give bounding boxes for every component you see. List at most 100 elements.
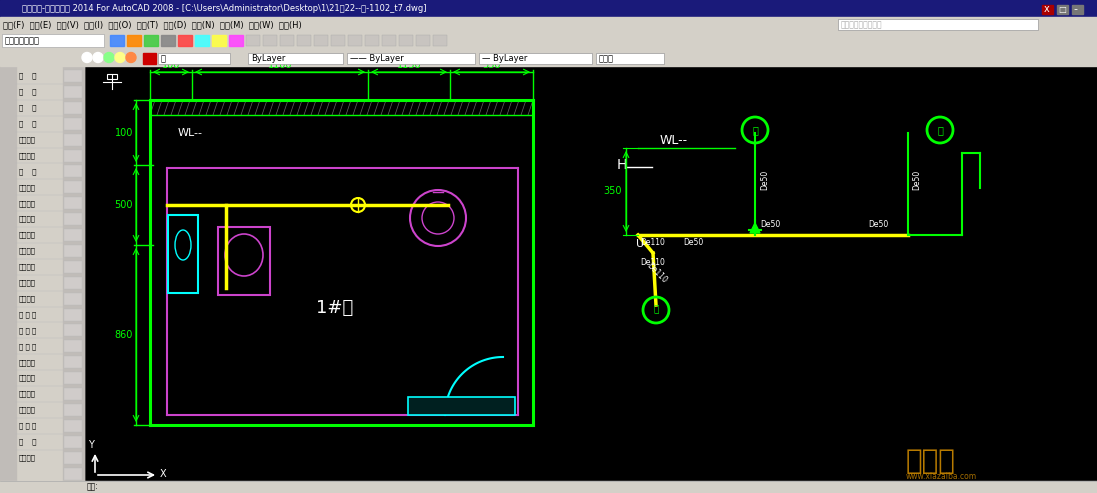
Bar [263, 35, 278, 46]
Bar [64, 404, 82, 416]
Text: De50: De50 [912, 170, 921, 190]
Text: De110: De110 [645, 261, 669, 285]
Text: 附件翻转: 附件翻转 [19, 407, 36, 413]
Bar [63, 66, 84, 493]
Bar [144, 35, 158, 46]
Text: 系统缩放: 系统缩放 [19, 359, 36, 365]
Bar [143, 53, 156, 64]
Bar [64, 197, 82, 209]
Bar [218, 227, 270, 295]
Text: 踊: 踊 [654, 306, 658, 315]
Bar [1058, 5, 1068, 14]
Bar [1042, 5, 1053, 14]
Text: De50: De50 [683, 238, 703, 247]
Text: 排水原理: 排水原理 [19, 232, 36, 238]
Bar [212, 35, 226, 46]
Bar [248, 53, 343, 64]
Circle shape [82, 52, 92, 63]
Bar [280, 35, 294, 46]
Text: 专业标注: 专业标注 [19, 454, 36, 461]
Bar [168, 215, 197, 293]
Bar [365, 35, 378, 46]
Text: 1150: 1150 [397, 60, 421, 70]
Bar [0, 49, 1097, 66]
Bar [64, 229, 82, 241]
Bar [178, 35, 192, 46]
Text: 喷洒系统: 喷洒系统 [19, 200, 36, 207]
Text: 平面消防: 平面消防 [19, 136, 36, 143]
Text: 350: 350 [603, 186, 622, 197]
Bar [64, 134, 82, 145]
Bar [64, 70, 82, 82]
Bar [108, 74, 117, 79]
Bar [416, 35, 430, 46]
Text: 计    算: 计 算 [19, 438, 36, 445]
Text: 1100: 1100 [268, 60, 292, 70]
Text: 100: 100 [114, 128, 133, 138]
Bar [596, 53, 664, 64]
Text: De50: De50 [760, 170, 769, 190]
Bar [382, 35, 396, 46]
Text: 天正软件-给排水系统 2014 For AutoCAD 2008 - [C:\Users\Administrator\Desktop\1\21、22--水-11: 天正软件-给排水系统 2014 For AutoCAD 2008 - [C:\U… [22, 4, 427, 13]
Bar [1072, 5, 1083, 14]
Bar [64, 372, 82, 384]
Bar [0, 481, 1097, 493]
Bar [195, 35, 210, 46]
Text: 860: 860 [114, 330, 133, 340]
Bar [64, 181, 82, 193]
Bar [64, 102, 82, 114]
Text: De50: De50 [868, 220, 889, 229]
Text: 平    面: 平 面 [19, 120, 36, 127]
Text: 水: 水 [161, 54, 166, 63]
Bar [64, 436, 82, 448]
Text: — ByLayer: — ByLayer [482, 54, 528, 63]
Bar [110, 35, 124, 46]
Text: www.xiazaiba.com: www.xiazaiba.com [906, 472, 977, 481]
Bar [161, 35, 176, 46]
Circle shape [104, 52, 114, 63]
Circle shape [115, 52, 125, 63]
Text: -: - [1073, 4, 1077, 14]
Text: 文件(F)  编辑(E)  视图(V)  插入(I)  格式(O)  工具(T)  绘图(D)  标注(N)  修改(M)  窗口(W)  帮助(H): 文件(F) 编辑(E) 视图(V) 插入(I) 格式(O) 工具(T) 绘图(D… [3, 20, 302, 29]
Bar [64, 245, 82, 257]
Text: H: H [617, 158, 627, 172]
Text: De110: De110 [640, 258, 665, 267]
Bar [408, 397, 514, 415]
Text: 命令:: 命令: [87, 483, 99, 492]
Text: x: x [1044, 4, 1050, 14]
Bar [64, 86, 82, 98]
Circle shape [126, 52, 136, 63]
Text: 下载吧: 下载吧 [906, 447, 955, 475]
Text: 设    置: 设 置 [19, 72, 36, 79]
Bar [229, 35, 244, 46]
Bar [297, 35, 312, 46]
Bar [347, 53, 475, 64]
Bar [127, 35, 142, 46]
Bar [331, 35, 344, 46]
Text: 地: 地 [753, 125, 758, 135]
Text: ByLayer: ByLayer [251, 54, 285, 63]
Text: 虹吸雨水: 虹吸雨水 [19, 152, 36, 159]
Bar [399, 35, 412, 46]
Bar [838, 19, 1038, 30]
Text: 绘展开图: 绘展开图 [19, 280, 36, 286]
Text: 键入问题以获取帮助: 键入问题以获取帮助 [841, 20, 883, 29]
Text: 消防系统: 消防系统 [19, 216, 36, 222]
Bar [64, 324, 82, 336]
Polygon shape [750, 223, 760, 233]
Bar [64, 452, 82, 463]
Bar [0, 0, 1097, 17]
Text: X: X [160, 469, 167, 479]
Text: 530: 530 [483, 60, 500, 70]
Bar [64, 388, 82, 400]
Circle shape [93, 52, 103, 63]
Text: WL--: WL-- [178, 128, 203, 138]
Text: 系    统: 系 统 [19, 168, 36, 175]
Text: 公建给水: 公建给水 [19, 263, 36, 270]
Bar [158, 53, 230, 64]
Text: 改模图线: 改模图线 [19, 390, 36, 397]
Text: Y: Y [88, 440, 94, 450]
Text: □: □ [1059, 5, 1066, 14]
Bar [433, 35, 446, 46]
Text: 500: 500 [114, 200, 133, 210]
